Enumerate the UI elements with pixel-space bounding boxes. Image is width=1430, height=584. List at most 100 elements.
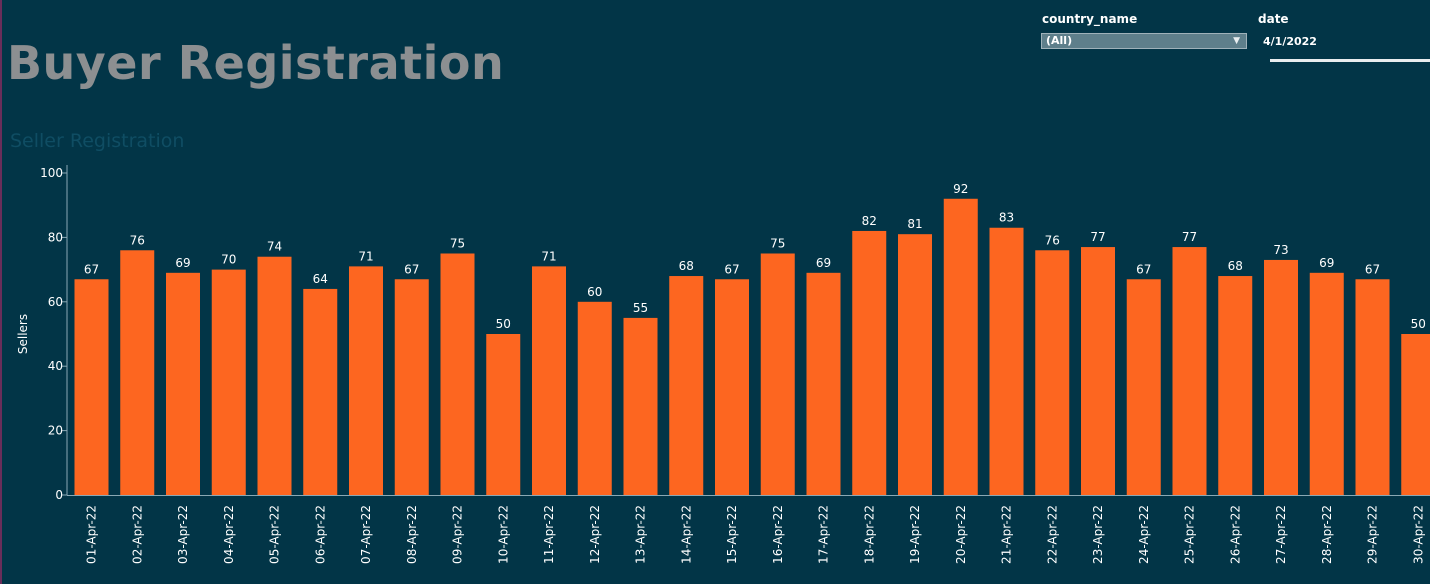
data-label: 82 [862, 214, 877, 228]
bar [74, 279, 109, 495]
data-label: 74 [267, 240, 282, 254]
data-label: 69 [175, 256, 190, 270]
x-tick-label: 14-Apr-22 [679, 505, 693, 564]
date-filter-label: date [1258, 12, 1289, 26]
data-label: 67 [84, 262, 99, 276]
bar [577, 301, 612, 495]
data-label: 69 [1319, 256, 1334, 270]
x-tick-label: 16-Apr-22 [771, 505, 785, 564]
bar [1126, 279, 1161, 495]
y-tick-label: 100 [40, 166, 63, 180]
bar [898, 234, 932, 495]
bar [1401, 334, 1430, 495]
data-label: 55 [633, 301, 648, 315]
y-tick-label: 20 [48, 424, 63, 438]
x-tick-label: 11-Apr-22 [542, 505, 556, 564]
bar [1081, 247, 1115, 495]
chevron-down-icon: ▼ [1233, 36, 1240, 46]
x-tick-label: 10-Apr-22 [496, 505, 510, 564]
data-label: 75 [770, 237, 785, 251]
data-label: 68 [1228, 259, 1243, 273]
x-tick-label: 12-Apr-22 [588, 505, 602, 564]
bar [532, 266, 566, 495]
x-tick-label: 25-Apr-22 [1183, 505, 1197, 564]
x-tick-label: 09-Apr-22 [451, 505, 465, 564]
bar [257, 256, 292, 495]
date-slider[interactable] [1270, 59, 1430, 62]
data-label: 67 [404, 262, 419, 276]
bar [760, 253, 795, 495]
bar [486, 334, 521, 495]
x-tick-label: 05-Apr-22 [268, 505, 282, 564]
x-tick-label: 23-Apr-22 [1091, 505, 1105, 564]
bar [211, 269, 246, 495]
country-filter-dropdown[interactable]: (All) ▼ [1041, 33, 1247, 49]
bar [120, 250, 155, 495]
x-tick-label: 06-Apr-22 [313, 505, 327, 564]
bar [166, 272, 200, 495]
data-label: 81 [907, 217, 922, 231]
x-tick-label: 21-Apr-22 [1000, 505, 1014, 564]
data-label: 77 [1182, 230, 1197, 244]
data-label: 67 [1365, 262, 1380, 276]
bar [989, 227, 1024, 495]
x-tick-label: 17-Apr-22 [817, 505, 831, 564]
page-title: Buyer Registration [7, 36, 505, 90]
bar [440, 253, 475, 495]
country-filter-value: (All) [1046, 34, 1073, 47]
bar [394, 279, 429, 495]
bar-chart: 0 20 40 60 80 100 Sellers 67 01-Apr-22 76 02-Apr-2… [16, 165, 1430, 564]
data-label: 75 [450, 237, 465, 251]
data-label: 76 [130, 233, 145, 247]
x-tick-label: 07-Apr-22 [359, 505, 373, 564]
data-label: 67 [1136, 262, 1151, 276]
data-label: 50 [1411, 317, 1426, 331]
x-tick-label: 20-Apr-22 [954, 505, 968, 564]
x-tick-label: 26-Apr-22 [1228, 505, 1242, 564]
bar [623, 317, 658, 495]
bar [1355, 279, 1390, 495]
data-label: 67 [724, 262, 739, 276]
bar [1309, 272, 1344, 495]
y-tick-label: 40 [48, 359, 63, 373]
bar [806, 272, 841, 495]
data-label: 68 [679, 259, 694, 273]
bar [943, 198, 978, 495]
x-tick-label: 29-Apr-22 [1366, 505, 1380, 564]
bar [303, 288, 338, 495]
bar [1172, 247, 1207, 495]
data-label: 76 [1045, 233, 1060, 247]
data-label: 92 [953, 182, 968, 196]
x-tick-label: 22-Apr-22 [1045, 505, 1059, 564]
country-filter-label: country_name [1042, 12, 1138, 26]
bar [349, 266, 383, 495]
data-label: 64 [313, 272, 328, 286]
bar [715, 279, 749, 495]
data-label: 77 [1090, 230, 1105, 244]
data-label: 71 [541, 249, 556, 263]
x-tick-label: 28-Apr-22 [1320, 505, 1334, 564]
x-tick-label: 03-Apr-22 [176, 505, 190, 564]
x-tick-label: 15-Apr-22 [725, 505, 739, 564]
x-tick-label: 08-Apr-22 [405, 505, 419, 564]
x-tick-label: 18-Apr-22 [862, 505, 876, 564]
data-label: 50 [496, 317, 511, 331]
data-label: 69 [816, 256, 831, 270]
x-tick-label: 19-Apr-22 [908, 505, 922, 564]
bar [1218, 276, 1253, 495]
bar [852, 230, 887, 495]
data-label: 70 [221, 253, 236, 267]
bar [1035, 250, 1070, 495]
chart-title: Seller Registration [10, 130, 185, 152]
x-tick-label: 30-Apr-22 [1411, 505, 1425, 564]
y-tick-label: 80 [48, 230, 63, 244]
x-tick-label: 27-Apr-22 [1274, 505, 1288, 564]
x-tick-label: 24-Apr-22 [1137, 505, 1151, 564]
data-label: 73 [1273, 243, 1288, 257]
x-tick-label: 02-Apr-22 [130, 505, 144, 564]
x-tick-label: 01-Apr-22 [85, 505, 99, 564]
left-edge-border [0, 0, 2, 584]
y-tick-label: 60 [48, 295, 63, 309]
data-label: 83 [999, 211, 1014, 225]
y-tick-label: 0 [55, 488, 63, 502]
